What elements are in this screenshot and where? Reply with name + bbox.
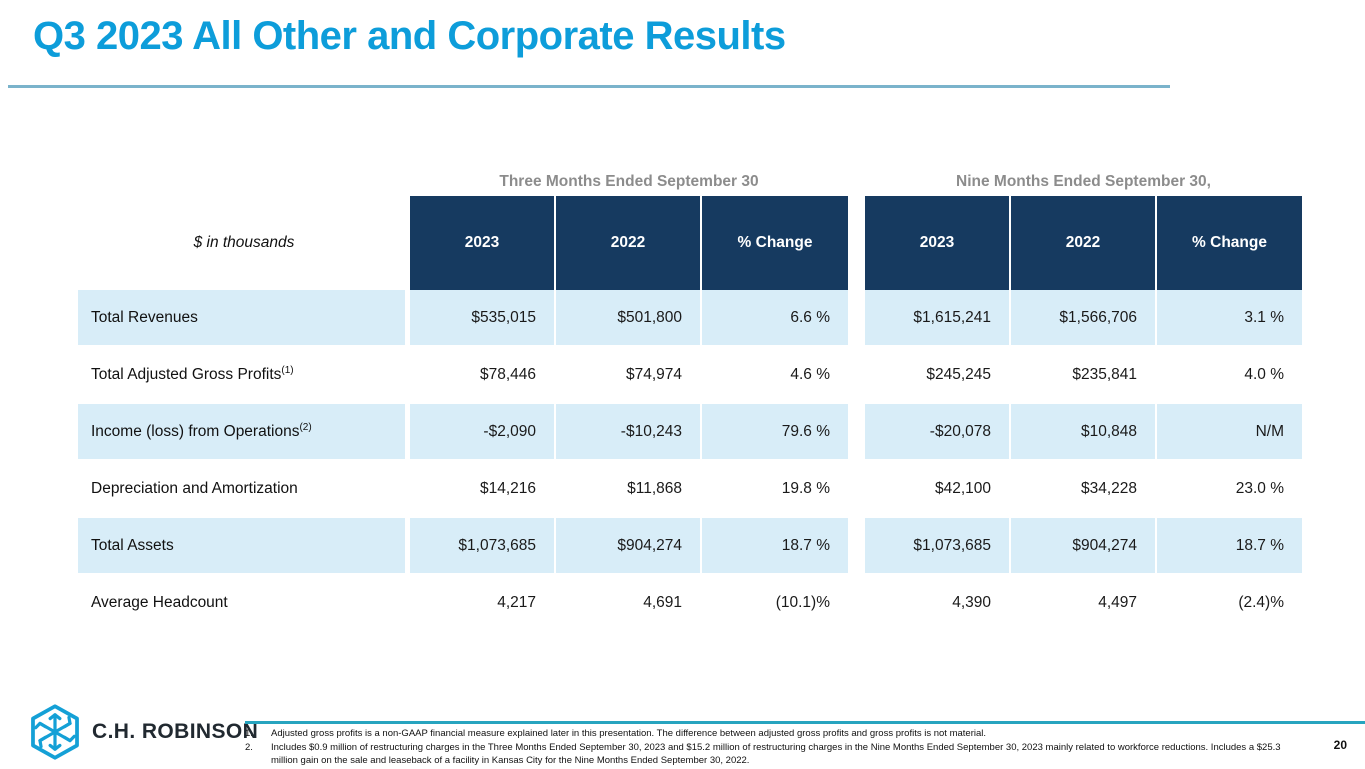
footnote-number: 1. — [245, 728, 253, 739]
value-cell-tm-2023: $535,015 — [410, 290, 556, 347]
value-cell-nm-2023: $1,615,241 — [865, 290, 1011, 347]
footer-rule — [245, 721, 1365, 724]
row-label-cell: Depreciation and Amortization — [78, 461, 410, 518]
footnote-number: 2. — [245, 742, 253, 754]
footnote-text: Adjusted gross profits is a non-GAAP fin… — [271, 728, 987, 739]
value-cell-tm-2022: $904,274 — [556, 518, 702, 575]
value-cell-tm-2023: $78,446 — [410, 347, 556, 404]
table-row: Total Assets $1,073,685 $904,274 18.7 % … — [78, 518, 1302, 575]
value-cell-nm-2023: -$20,078 — [865, 404, 1011, 461]
value-cell-tm-2023: 4,217 — [410, 575, 556, 632]
group-gap — [848, 461, 865, 518]
value-cell-tm-change: (10.1)% — [702, 575, 848, 632]
value-cell-tm-change: 19.8 % — [702, 461, 848, 518]
value-cell-tm-2022: $501,800 — [556, 290, 702, 347]
title-underline — [8, 85, 1170, 88]
logo-wordmark: C.H. ROBINSON — [92, 720, 259, 743]
value-cell-nm-change: 18.7 % — [1157, 518, 1302, 575]
value-cell-nm-change: 3.1 % — [1157, 290, 1302, 347]
value-cell-tm-change: 6.6 % — [702, 290, 848, 347]
row-label-cell: Total Revenues — [78, 290, 410, 347]
table-row: Total Adjusted Gross Profits (1) $78,446 … — [78, 347, 1302, 404]
group-gap — [848, 404, 865, 461]
footnote-2: 2. Includes $0.9 million of restructurin… — [245, 742, 1285, 767]
table-column-headers: $ in thousands 2023 2022 % Change 2023 2… — [78, 196, 1302, 290]
value-cell-tm-change: 18.7 % — [702, 518, 848, 575]
col-header-nm-2022: 2022 — [1011, 196, 1157, 290]
col-header-tm-2022: 2022 — [556, 196, 702, 290]
value-cell-nm-2023: $42,100 — [865, 461, 1011, 518]
table-group-headers: Three Months Ended September 30 Nine Mon… — [78, 170, 1302, 194]
value-cell-nm-2022: $10,848 — [1011, 404, 1157, 461]
hexagon-snowflake-icon — [31, 704, 79, 760]
value-cell-nm-change: 23.0 % — [1157, 461, 1302, 518]
value-cell-tm-2022: $74,974 — [556, 347, 702, 404]
value-cell-tm-2023: -$2,090 — [410, 404, 556, 461]
page-title: Q3 2023 All Other and Corporate Results — [33, 14, 786, 58]
value-cell-nm-2022: $34,228 — [1011, 461, 1157, 518]
group-gap — [848, 518, 865, 575]
value-cell-nm-change: N/M — [1157, 404, 1302, 461]
footnote-text: Includes $0.9 million of restructuring c… — [271, 742, 1281, 766]
value-cell-nm-change: 4.0 % — [1157, 347, 1302, 404]
company-logo: C.H. ROBINSON — [28, 703, 258, 761]
group-header-three-months: Three Months Ended September 30 — [499, 173, 759, 190]
table-row: Depreciation and Amortization $14,216 $1… — [78, 461, 1302, 518]
group-gap — [848, 575, 865, 632]
col-header-tm-2023: 2023 — [410, 196, 556, 290]
value-cell-tm-2022: 4,691 — [556, 575, 702, 632]
value-cell-nm-2022: $235,841 — [1011, 347, 1157, 404]
value-cell-nm-2022: 4,497 — [1011, 575, 1157, 632]
value-cell-nm-2023: 4,390 — [865, 575, 1011, 632]
table-row: Income (loss) from Operations (2) -$2,090… — [78, 404, 1302, 461]
value-cell-tm-2022: -$10,243 — [556, 404, 702, 461]
group-header-nine-months: Nine Months Ended September 30, — [956, 173, 1211, 190]
value-cell-nm-2022: $904,274 — [1011, 518, 1157, 575]
value-cell-nm-change: (2.4)% — [1157, 575, 1302, 632]
value-cell-tm-change: 79.6 % — [702, 404, 848, 461]
col-header-tm-change: % Change — [702, 196, 848, 290]
results-table: Three Months Ended September 30 Nine Mon… — [78, 170, 1302, 632]
corner-label: $ in thousands — [193, 234, 295, 251]
value-cell-nm-2022: $1,566,706 — [1011, 290, 1157, 347]
page-number: 20 — [1333, 738, 1347, 752]
row-label-cell: Income (loss) from Operations (2) — [78, 404, 410, 461]
value-cell-nm-2023: $245,245 — [865, 347, 1011, 404]
value-cell-tm-2022: $11,868 — [556, 461, 702, 518]
table-row: Total Revenues $535,015 $501,800 6.6 % $… — [78, 290, 1302, 347]
group-gap — [848, 196, 865, 290]
table-body: Total Revenues $535,015 $501,800 6.6 % $… — [78, 290, 1302, 632]
footnotes: 1. Adjusted gross profits is a non-GAAP … — [245, 728, 1285, 769]
row-label-cell: Total Assets — [78, 518, 410, 575]
value-cell-tm-change: 4.6 % — [702, 347, 848, 404]
group-gap — [848, 290, 865, 347]
value-cell-tm-2023: $1,073,685 — [410, 518, 556, 575]
row-label-cell: Average Headcount — [78, 575, 410, 632]
col-header-nm-change: % Change — [1157, 196, 1302, 290]
row-label-cell: Total Adjusted Gross Profits (1) — [78, 347, 410, 404]
value-cell-nm-2023: $1,073,685 — [865, 518, 1011, 575]
value-cell-tm-2023: $14,216 — [410, 461, 556, 518]
group-gap — [848, 347, 865, 404]
footnote-1: 1. Adjusted gross profits is a non-GAAP … — [245, 728, 1285, 740]
col-header-nm-2023: 2023 — [865, 196, 1011, 290]
table-row: Average Headcount 4,217 4,691 (10.1)% 4,… — [78, 575, 1302, 632]
